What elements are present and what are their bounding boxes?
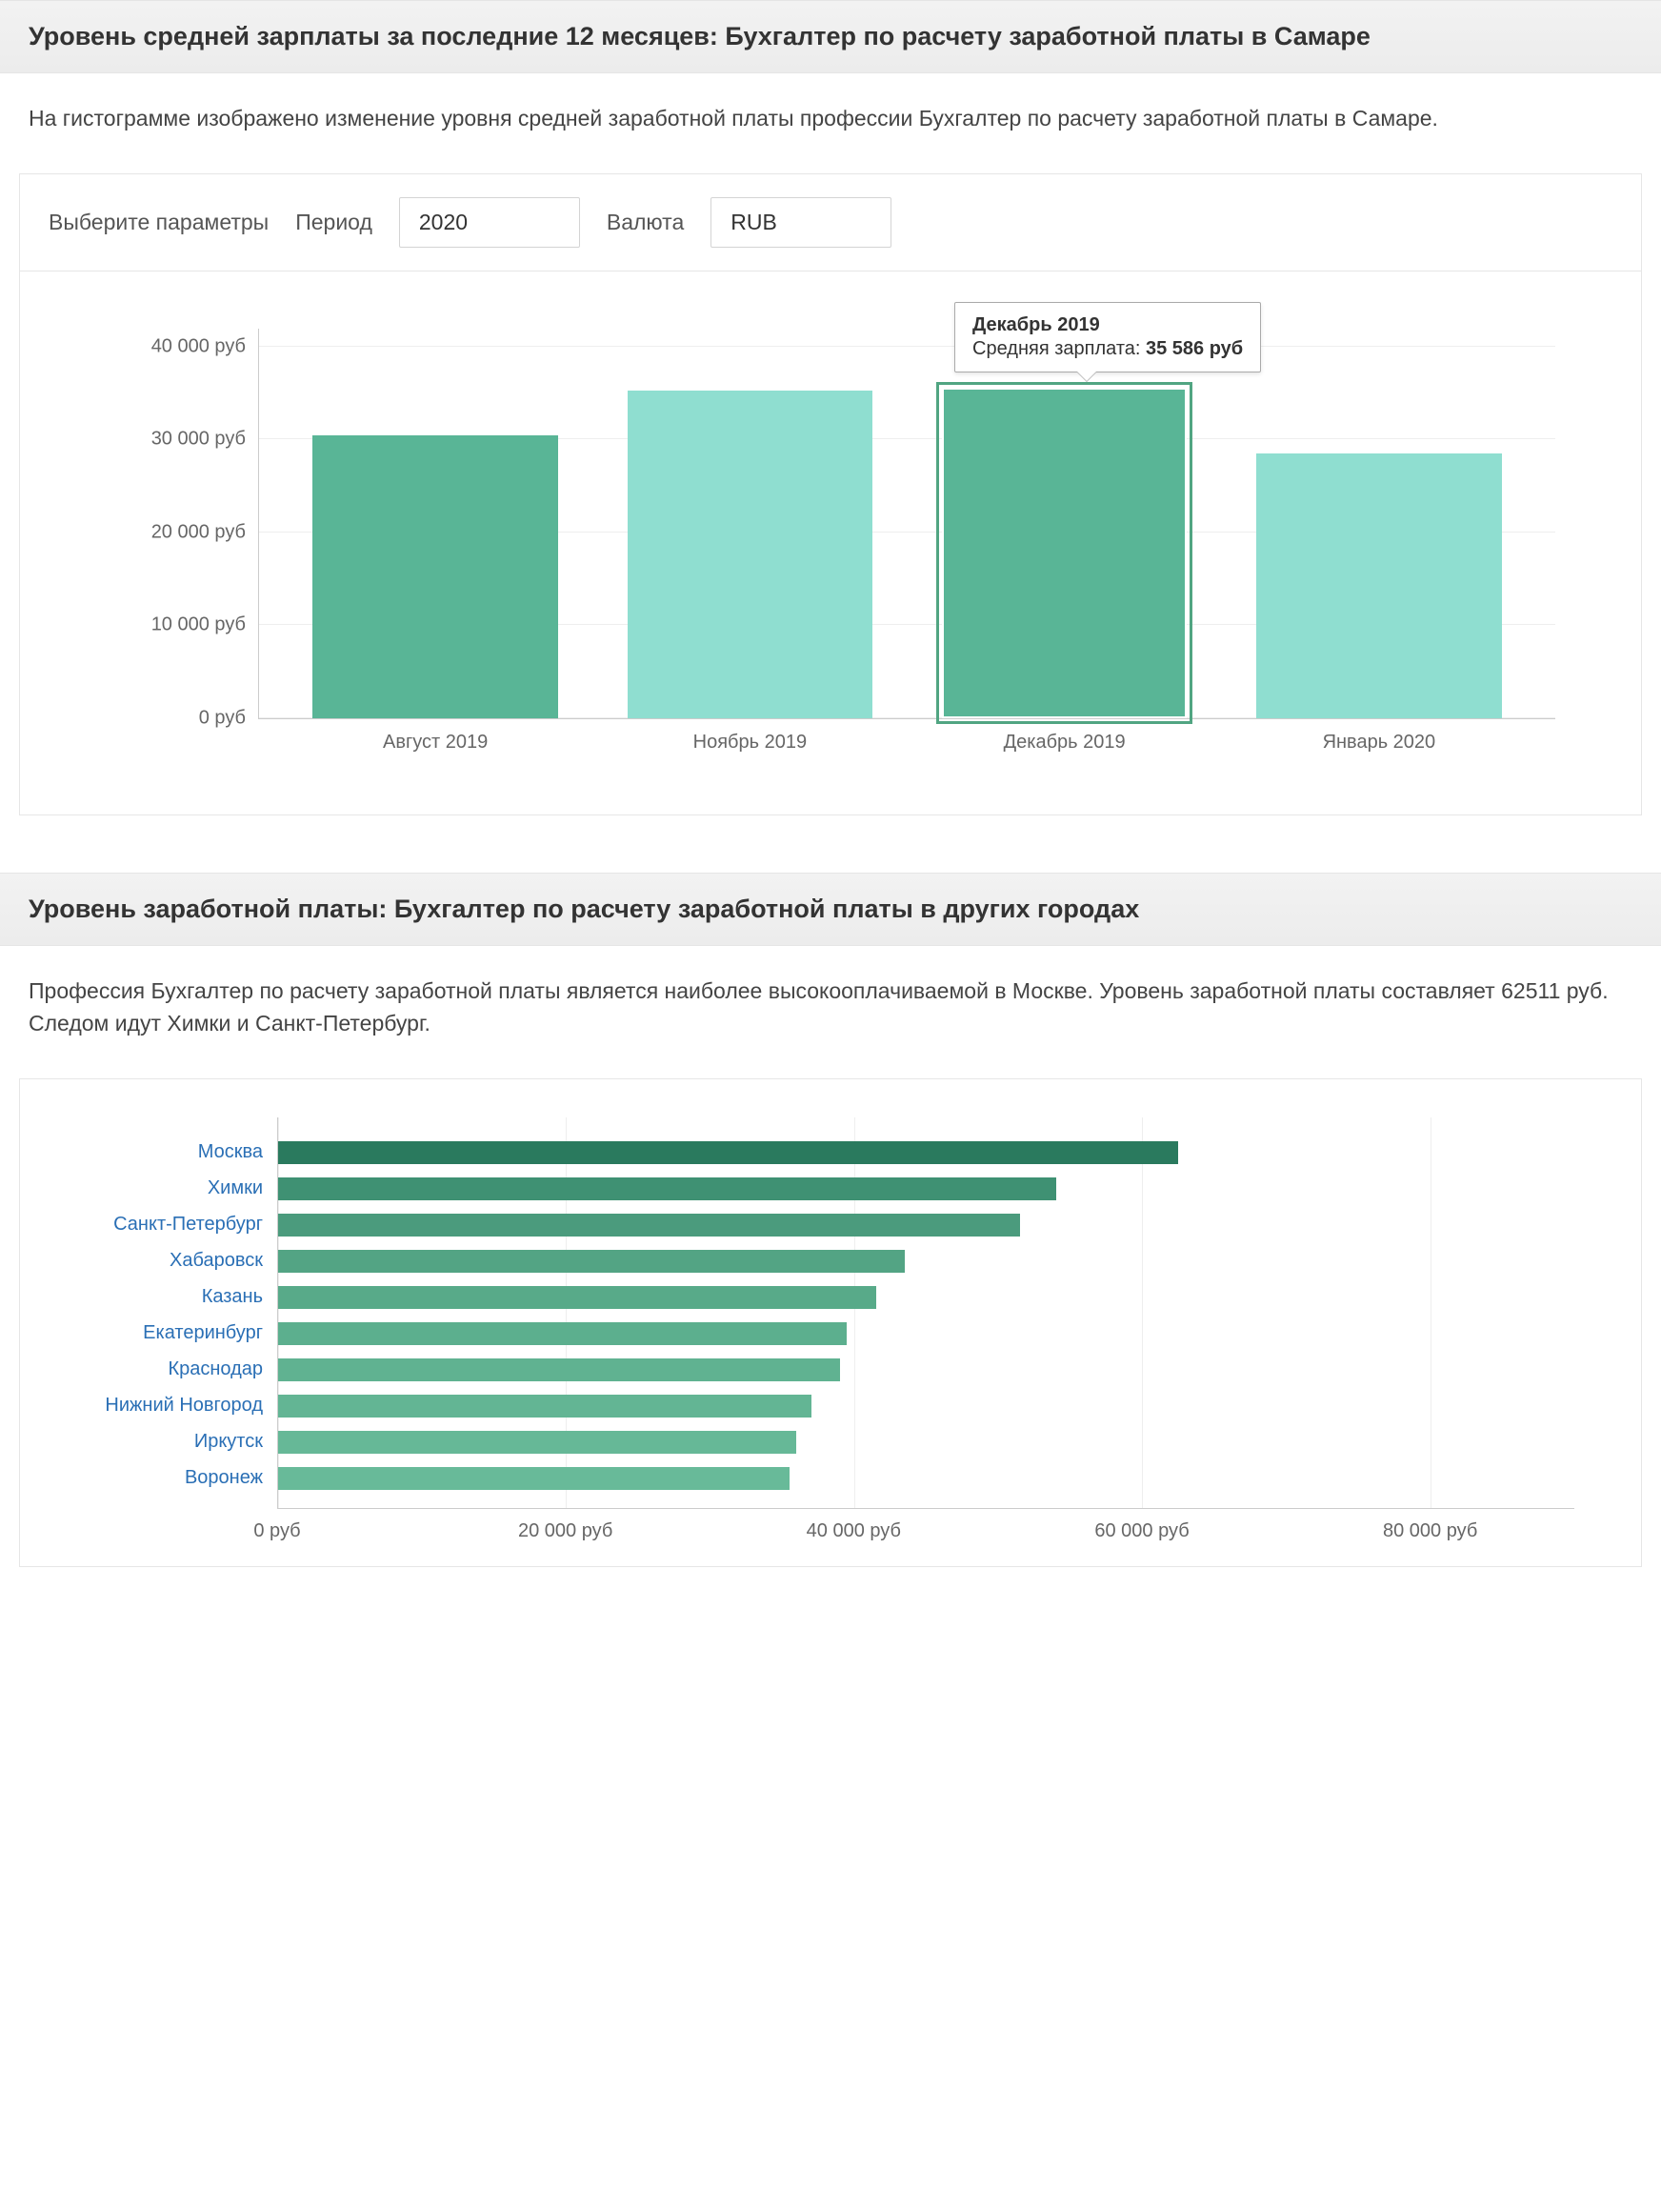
- period-label: Период: [295, 210, 372, 235]
- chart-y-axis-label: 20 000 руб: [151, 521, 259, 543]
- chart-bar-slot: Август 2019: [278, 329, 592, 718]
- chart-row: Химки: [278, 1173, 1574, 1205]
- chart-y-axis-label[interactable]: Воронеж: [185, 1467, 278, 1489]
- chart-x-axis-label: 40 000 руб: [807, 1520, 901, 1542]
- chart-bar[interactable]: [278, 1214, 1020, 1237]
- chart-row: Москва: [278, 1136, 1574, 1169]
- chart-y-axis-label[interactable]: Екатеринбург: [143, 1322, 278, 1344]
- chart-bar-slot: Декабрь 2019: [908, 329, 1222, 718]
- chart-row: Хабаровск: [278, 1245, 1574, 1277]
- chart-y-axis-label: 0 руб: [199, 707, 259, 729]
- chart-x-axis-label: 80 000 руб: [1383, 1520, 1477, 1542]
- chart-row: Иркутск: [278, 1426, 1574, 1458]
- controls-prompt: Выберите параметры: [49, 210, 269, 235]
- chart-bar[interactable]: [278, 1431, 796, 1454]
- chart-bar[interactable]: [278, 1286, 876, 1309]
- chart-bar[interactable]: [278, 1395, 811, 1418]
- chart-y-axis-label: 10 000 руб: [151, 614, 259, 636]
- chart-y-axis-label: 30 000 руб: [151, 429, 259, 451]
- section-description: Профессия Бухгалтер по расчету заработно…: [0, 946, 1661, 1050]
- chart-x-axis-label: Декабрь 2019: [1004, 718, 1126, 754]
- chart-card: МоскваХимкиСанкт-ПетербургХабаровскКазан…: [19, 1078, 1642, 1567]
- section-description: На гистограмме изображено изменение уров…: [0, 73, 1661, 145]
- chart-bar[interactable]: [278, 1467, 790, 1490]
- tooltip-label: Средняя зарплата:: [972, 338, 1146, 359]
- chart-x-axis-label: 60 000 руб: [1094, 1520, 1189, 1542]
- vertical-bar-chart: 0 руб 10 000 руб 20 000 руб 30 000 руб 40 00…: [20, 271, 1641, 814]
- chart-bar[interactable]: [278, 1177, 1056, 1200]
- chart-y-axis-label[interactable]: Казань: [202, 1286, 278, 1308]
- tooltip-title: Декабрь 2019: [972, 314, 1243, 336]
- chart-row: Воронеж: [278, 1462, 1574, 1495]
- chart-y-axis-label[interactable]: Нижний Новгород: [105, 1395, 278, 1417]
- chart-row: Санкт-Петербург: [278, 1209, 1574, 1241]
- chart-x-axis-label: Январь 2020: [1323, 718, 1436, 754]
- salary-trend-section: Уровень средней зарплаты за последние 12…: [0, 0, 1661, 815]
- chart-bar[interactable]: [278, 1250, 905, 1273]
- chart-bar[interactable]: [312, 435, 558, 717]
- chart-x-axis-label: 20 000 руб: [518, 1520, 612, 1542]
- currency-select[interactable]: RUB: [710, 197, 891, 248]
- chart-bar[interactable]: [628, 391, 873, 718]
- chart-tooltip: Декабрь 2019 Средняя зарплата: 35 586 ру…: [954, 302, 1261, 372]
- chart-y-axis-label[interactable]: Санкт-Петербург: [113, 1214, 278, 1236]
- chart-y-axis-label[interactable]: Москва: [198, 1141, 278, 1163]
- chart-x-axis-label: 0 руб: [253, 1520, 300, 1542]
- chart-row: Нижний Новгород: [278, 1390, 1574, 1422]
- chart-bar-slot: Ноябрь 2019: [592, 329, 907, 718]
- period-select[interactable]: 2020: [399, 197, 580, 248]
- chart-bar[interactable]: [942, 388, 1188, 718]
- chart-y-axis-label[interactable]: Химки: [208, 1177, 278, 1199]
- chart-x-axis-label: Август 2019: [383, 718, 488, 754]
- currency-label: Валюта: [607, 210, 684, 235]
- section-title: Уровень заработной платы: Бухгалтер по р…: [0, 873, 1661, 946]
- salary-by-city-section: Уровень заработной платы: Бухгалтер по р…: [0, 873, 1661, 1567]
- chart-row: Казань: [278, 1281, 1574, 1314]
- chart-row: Екатеринбург: [278, 1317, 1574, 1350]
- chart-x-axis-label: Ноябрь 2019: [693, 718, 807, 754]
- chart-y-axis-label: 40 000 руб: [151, 335, 259, 357]
- chart-y-axis-label[interactable]: Краснодар: [168, 1358, 278, 1380]
- chart-bar-slot: Январь 2020: [1222, 329, 1536, 718]
- chart-bar[interactable]: [278, 1322, 847, 1345]
- section-title: Уровень средней зарплаты за последние 12…: [0, 0, 1661, 73]
- chart-bar[interactable]: [278, 1358, 840, 1381]
- chart-controls: Выберите параметры Период 2020 Валюта RU…: [20, 174, 1641, 271]
- chart-row: Краснодар: [278, 1354, 1574, 1386]
- chart-bar[interactable]: [278, 1141, 1178, 1164]
- chart-y-axis-label[interactable]: Иркутск: [194, 1431, 278, 1453]
- tooltip-value: 35 586 руб: [1146, 338, 1243, 359]
- horizontal-bar-chart: МоскваХимкиСанкт-ПетербургХабаровскКазан…: [20, 1079, 1641, 1566]
- chart-y-axis-label[interactable]: Хабаровск: [170, 1250, 278, 1272]
- chart-card: Выберите параметры Период 2020 Валюта RU…: [19, 173, 1642, 815]
- chart-bar[interactable]: [1256, 453, 1502, 718]
